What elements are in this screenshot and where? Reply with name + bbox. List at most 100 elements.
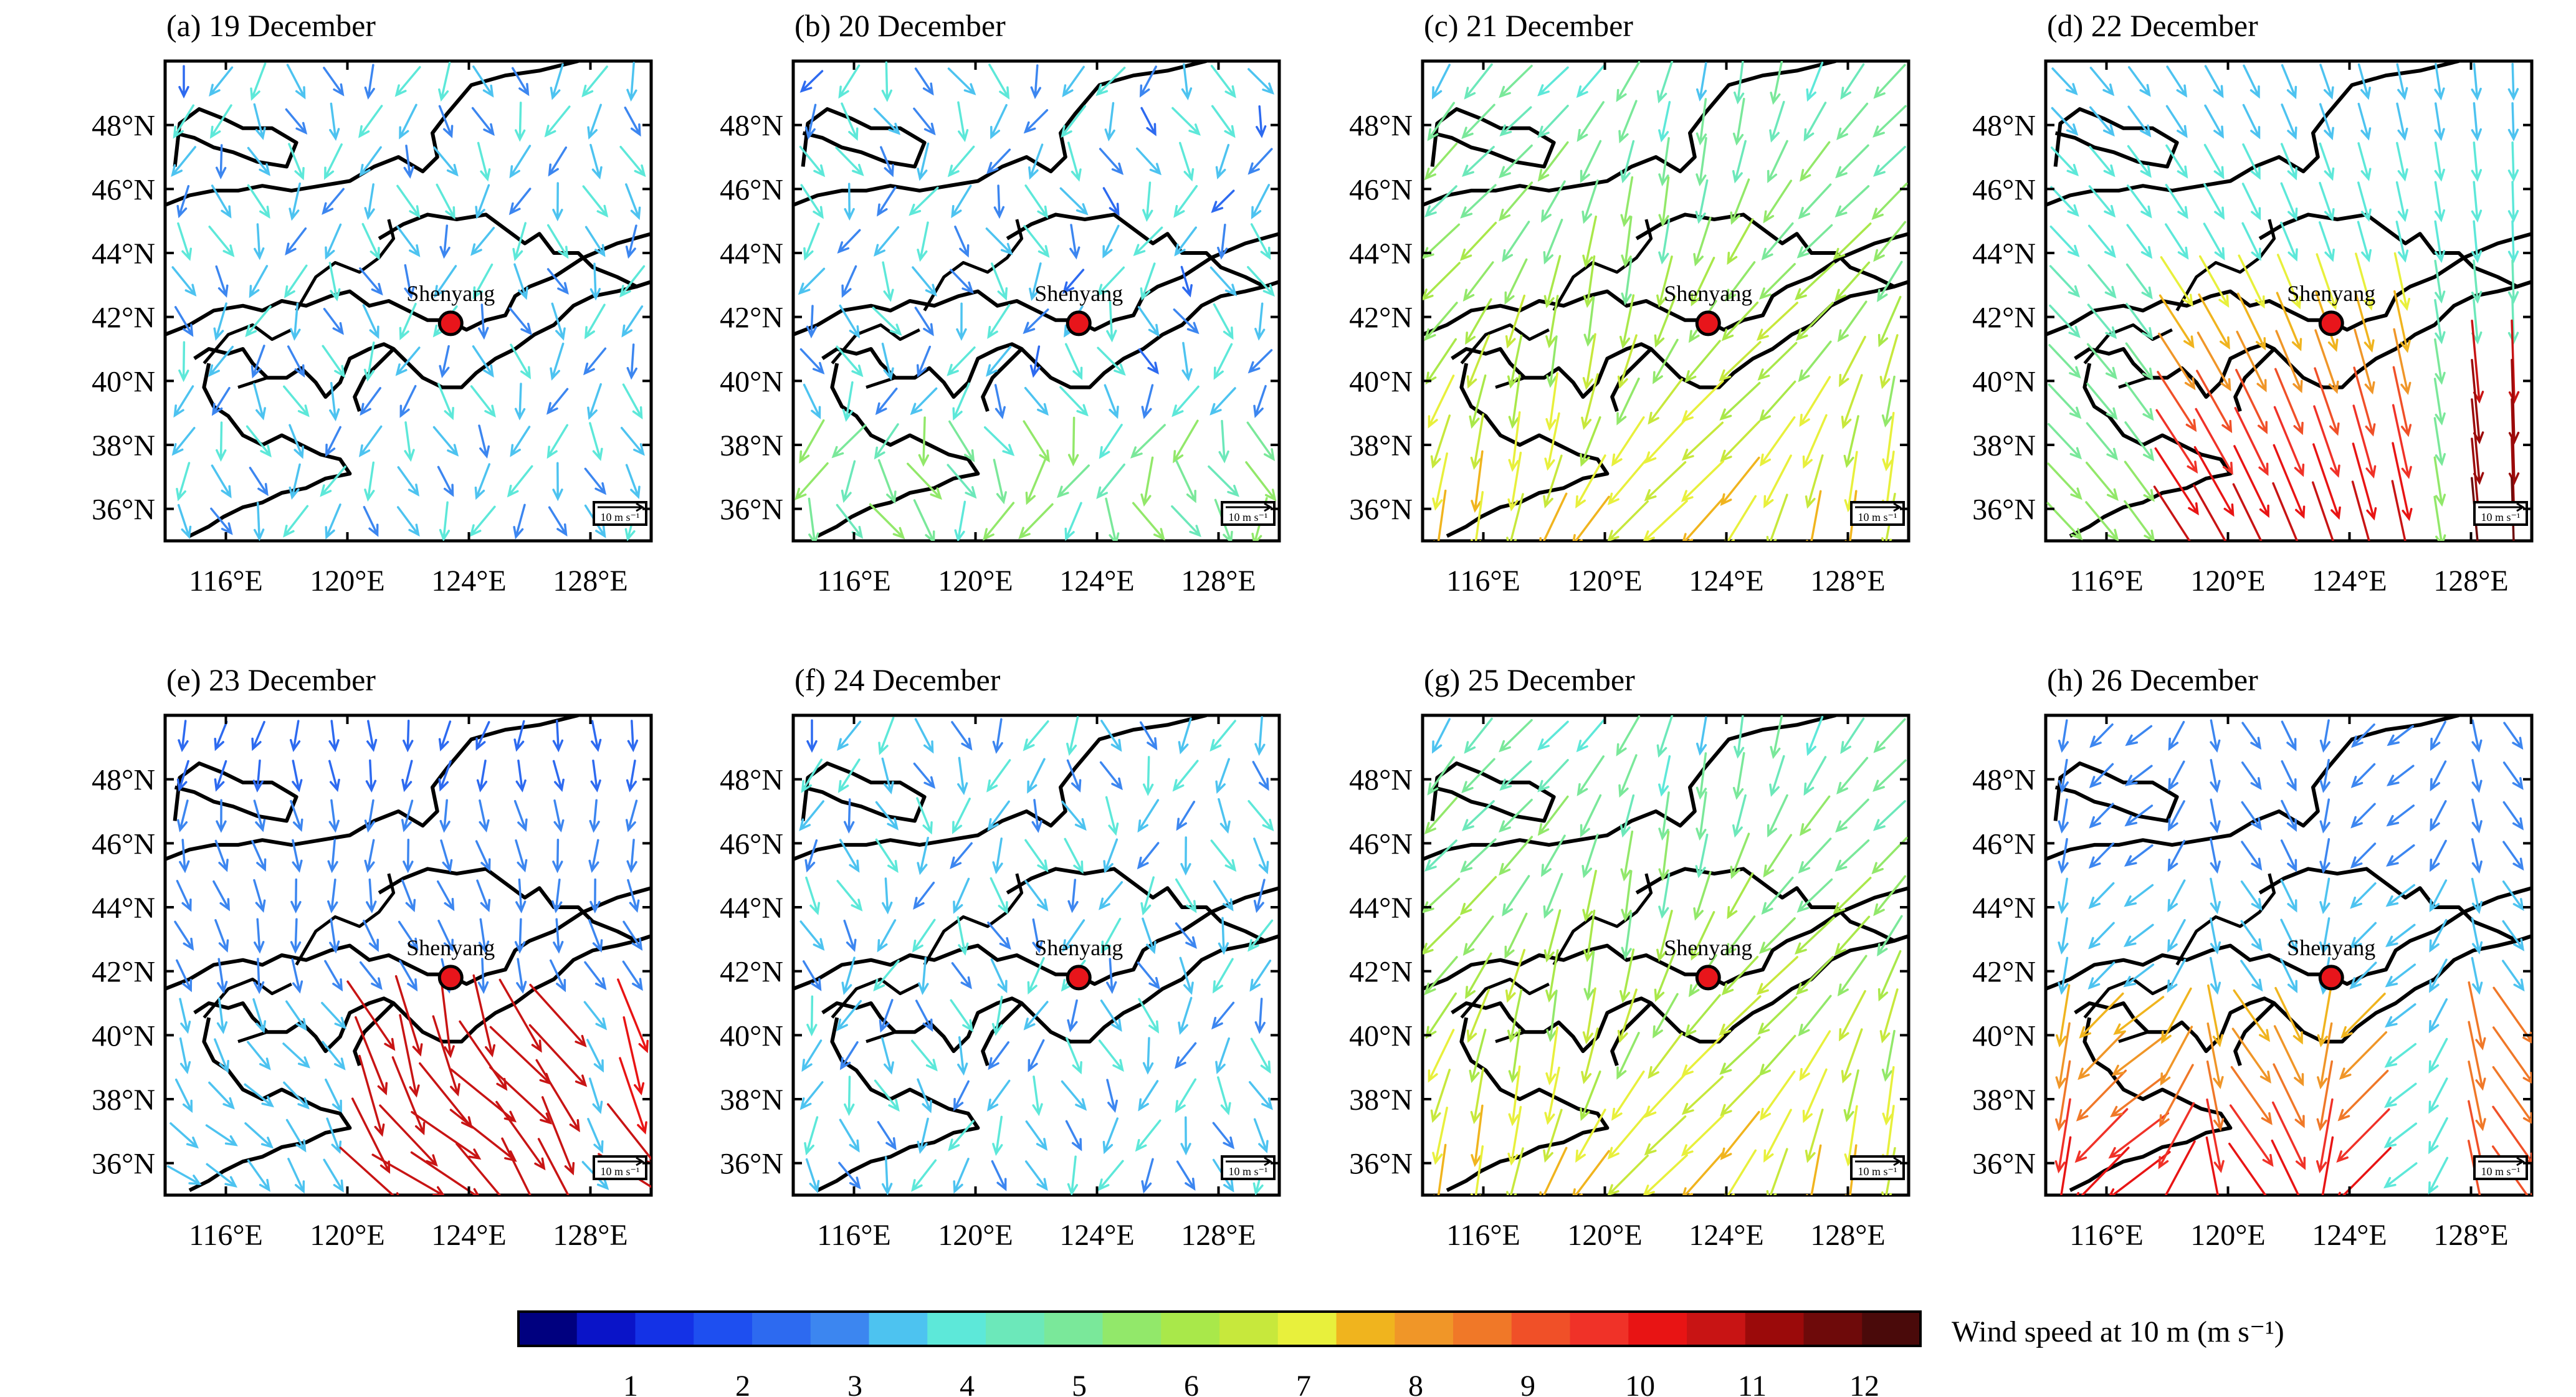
- wind-vector: [434, 265, 457, 298]
- wind-vector: [1215, 143, 1230, 179]
- wind-vector: [2349, 922, 2377, 950]
- wind-vector: [1836, 756, 1869, 795]
- wind-vector: [1621, 257, 1633, 306]
- coastline: [392, 280, 651, 389]
- wind-vector: [472, 65, 494, 98]
- coastline: [2273, 280, 2532, 389]
- y-tick-label: 42°N: [1972, 302, 2036, 335]
- wind-vector: [1618, 100, 1638, 144]
- wind-vector: [2154, 447, 2199, 516]
- wind-vector: [2089, 67, 2115, 97]
- wind-vector: [2281, 103, 2297, 140]
- wind-vector: [623, 920, 643, 951]
- wind-vector: [1253, 1118, 1269, 1153]
- map-panel: (a) 19 December Shenyang 10 m s⁻¹ 48°N 46°N 4…: [92, 8, 653, 598]
- x-tick-label: 120°E: [310, 1219, 385, 1252]
- panel-title: (f) 24 December: [794, 662, 1001, 697]
- wind-vector: [881, 342, 894, 381]
- y-tick-label: 44°N: [1972, 892, 2036, 925]
- wind-vector: [2385, 923, 2416, 948]
- wind-vector: [327, 839, 338, 874]
- wind-vector: [1805, 1109, 1824, 1163]
- wind-vector: [2319, 917, 2330, 955]
- wind-vector: [2049, 265, 2081, 298]
- wind-vector: [947, 67, 976, 95]
- wind-vector: [449, 1109, 517, 1162]
- wind-vector: [1582, 869, 1597, 922]
- wind-vector: [1879, 988, 1899, 1044]
- wind-vector: [2319, 758, 2330, 793]
- colorbar-tick-label: 2: [735, 1370, 750, 1397]
- wind-vector: [2471, 798, 2483, 834]
- wind-vector: [622, 383, 643, 420]
- wind-vector: [399, 302, 417, 341]
- wind-vector: [1061, 105, 1086, 138]
- wind-vector: [1062, 919, 1085, 953]
- wind-vector: [1174, 226, 1197, 257]
- wind-vector: [2337, 1147, 2392, 1195]
- wind-vector: [1025, 1120, 1048, 1151]
- wind-vector: [911, 1039, 938, 1072]
- wind-vector: [1139, 721, 1158, 751]
- wind-vector: [588, 1077, 603, 1114]
- wind-vector: [1758, 1034, 1796, 1077]
- wind-vector: [951, 721, 973, 751]
- wind-vector: [836, 999, 862, 1032]
- wind-vector: [178, 341, 189, 383]
- wind-vector: [1656, 61, 1674, 104]
- wind-vector: [803, 222, 820, 261]
- wind-vector: [2434, 298, 2446, 345]
- province-border: [237, 1030, 268, 1043]
- wind-vector: [1507, 334, 1523, 389]
- wind-vector: [1806, 490, 1822, 541]
- wind-vector: [2280, 182, 2298, 221]
- wind-vector: [1176, 1160, 1196, 1191]
- colorbar-segment: [1628, 1312, 1687, 1346]
- wind-vector: [2281, 760, 2297, 792]
- wind-vector: [1471, 1104, 1484, 1168]
- wind-vector: [515, 759, 527, 793]
- coastline: [821, 342, 1024, 412]
- wind-vector: [285, 1000, 307, 1031]
- wind-vector: [1616, 1031, 1640, 1080]
- wind-vector: [2271, 1101, 2306, 1170]
- wind-vector: [252, 759, 264, 793]
- wind-vector: [214, 1038, 229, 1074]
- x-tick-label: 116°E: [2069, 1219, 2144, 1252]
- wind-vector: [843, 798, 855, 834]
- colorbar-segment: [1395, 1312, 1454, 1346]
- wind-vector: [339, 1147, 399, 1195]
- wind-vector: [1100, 917, 1122, 954]
- wind-vector: [1881, 1029, 1896, 1082]
- wind-vector: [174, 920, 194, 951]
- wind-vector: [620, 426, 645, 456]
- wind-vector: [1211, 105, 1236, 138]
- wind-vector: [1696, 752, 1707, 800]
- wind-vector: [359, 146, 382, 177]
- y-tick-label: 46°N: [92, 173, 155, 206]
- wind-vector: [1466, 988, 1491, 1043]
- colorbar-segment: [927, 1312, 986, 1346]
- wind-vector: [2507, 220, 2519, 264]
- wind-vector: [289, 463, 301, 500]
- wind-vector: [2429, 918, 2448, 953]
- x-tick-label: 128°E: [1181, 565, 1256, 598]
- wind-vector: [1507, 1105, 1522, 1166]
- wind-vector: [1873, 221, 1907, 262]
- wind-vector: [2471, 877, 2483, 914]
- wind-vector: [2089, 763, 2114, 788]
- wind-vector: [2196, 370, 2233, 434]
- wind-vector: [1643, 500, 1688, 541]
- province-border: [831, 323, 920, 365]
- wind-vector: [1732, 97, 1745, 146]
- colorbar-tick-label: 4: [960, 1370, 975, 1397]
- wind-vector: [2281, 64, 2297, 100]
- wind-vector: [1802, 414, 1828, 469]
- wind-vector: [1537, 66, 1569, 97]
- wind-vector: [514, 102, 526, 142]
- wind-vector: [1539, 492, 1568, 541]
- wind-vector: [882, 261, 894, 302]
- province-border: [1460, 978, 1550, 1019]
- wind-vector: [399, 960, 418, 992]
- coastline: [392, 934, 651, 1044]
